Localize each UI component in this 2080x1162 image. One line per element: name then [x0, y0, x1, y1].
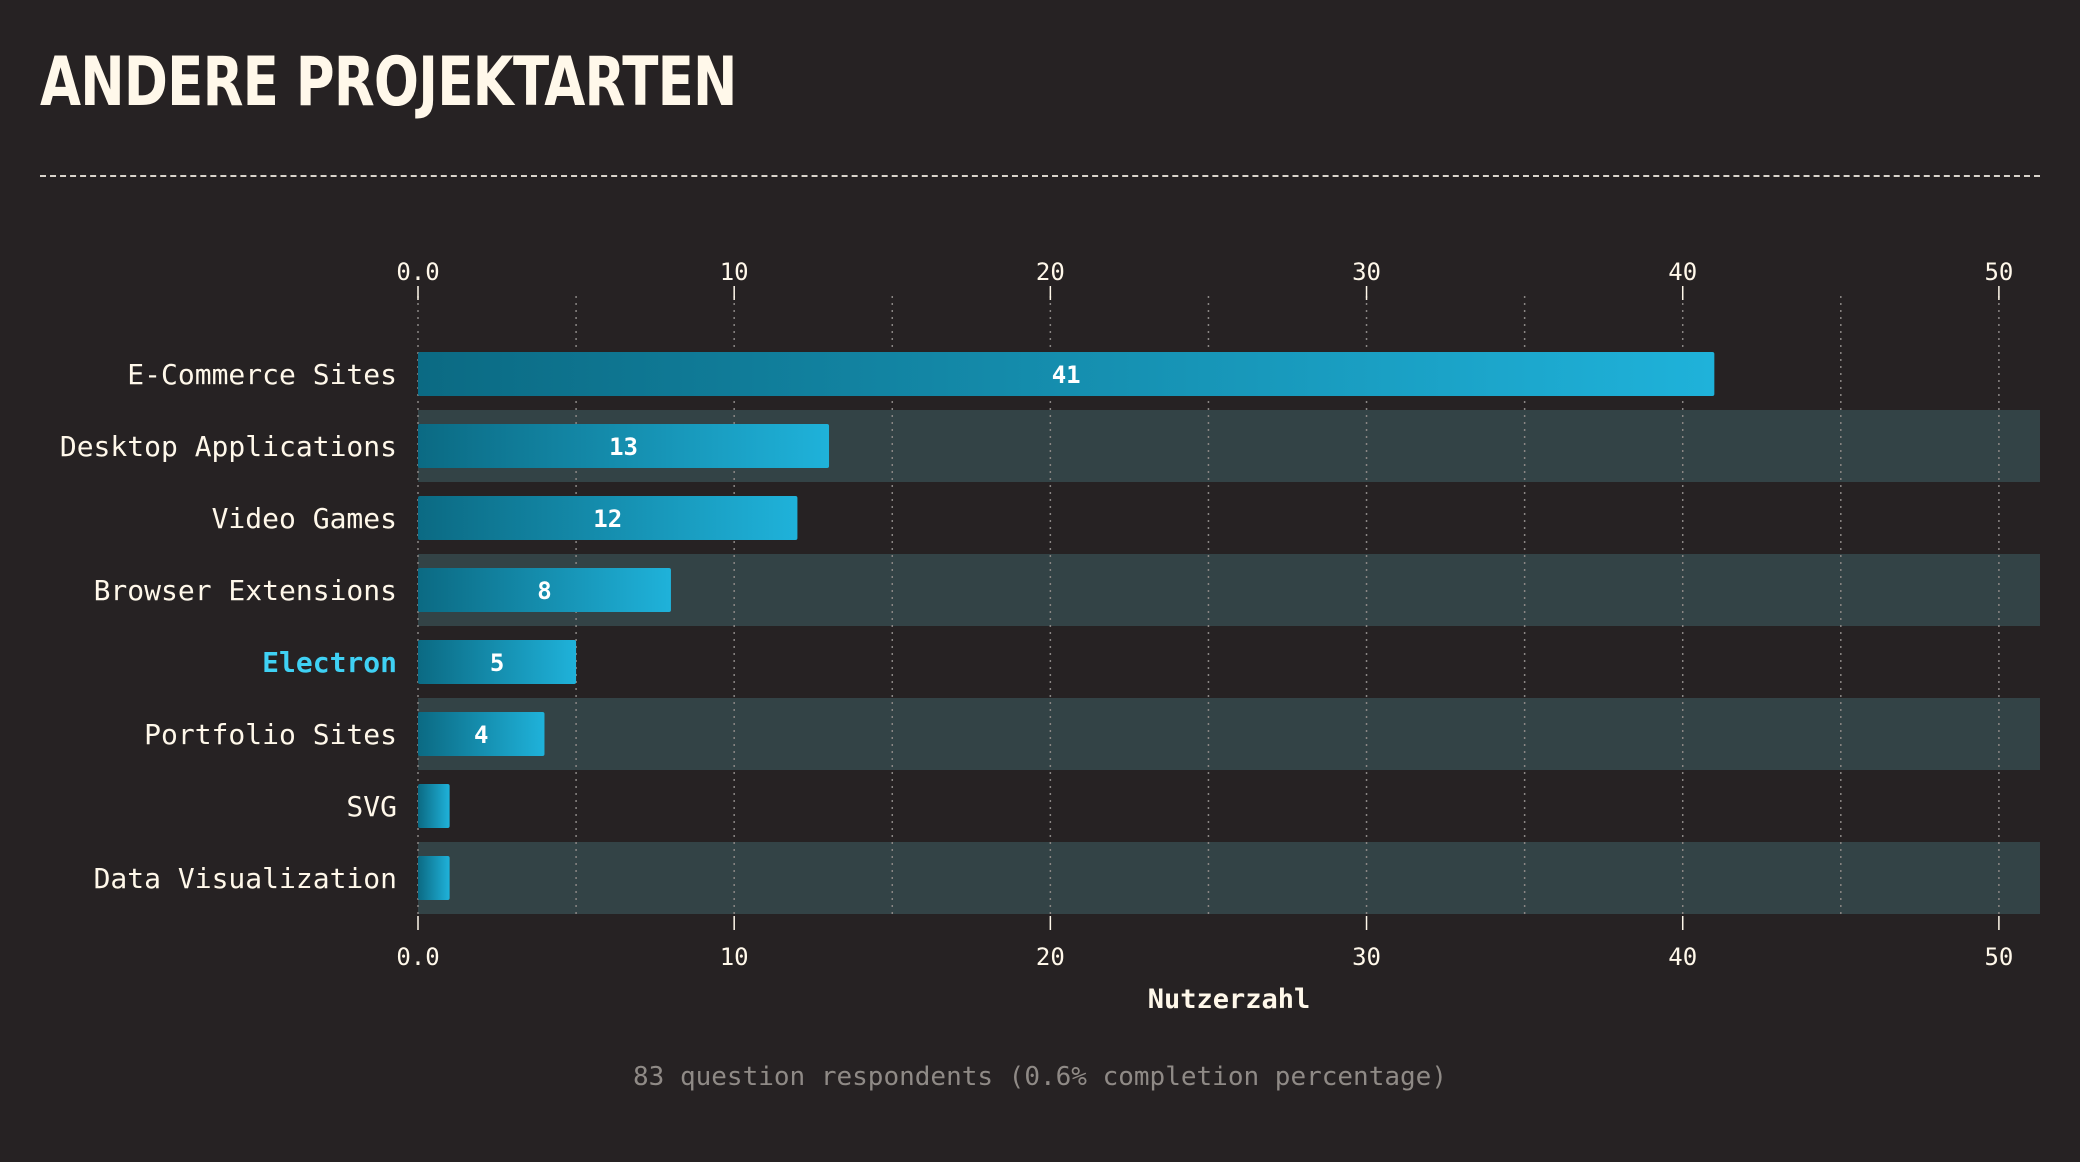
x-tick-label: 20 — [1036, 258, 1065, 286]
bar-e-commerce-sites — [418, 352, 1715, 396]
x-tick-label: 30 — [1352, 943, 1381, 971]
x-tick-label: 0.0 — [396, 943, 439, 971]
category-label: Desktop Applications — [60, 430, 397, 463]
x-tick-label: 40 — [1668, 258, 1697, 286]
respondents-note: 83 question respondents (0.6% completion… — [633, 1062, 1447, 1092]
title-divider — [40, 175, 2040, 177]
bar-data-visualization — [418, 856, 450, 900]
x-tick-labels-bottom: 0.0 10 20 30 40 50 — [396, 916, 2013, 971]
bar-video-games — [418, 496, 798, 540]
value-label: 4 — [474, 721, 488, 749]
category-labels: E-Commerce Sites Desktop Applications Vide… — [60, 358, 397, 895]
category-label: Electron — [262, 646, 397, 679]
x-tick-label: 40 — [1668, 943, 1697, 971]
bars — [418, 352, 1715, 900]
bar-portfolio-sites — [418, 712, 545, 756]
value-label: 8 — [537, 577, 551, 605]
category-label: Video Games — [212, 502, 397, 535]
x-tick-label: 20 — [1036, 943, 1065, 971]
row-stripe — [418, 842, 2040, 914]
category-label: Portfolio Sites — [144, 718, 397, 751]
grid-lines — [417, 296, 2000, 918]
page-title: ANDERE PROJEKTARTEN — [40, 43, 737, 122]
value-label: 12 — [593, 505, 622, 533]
x-tick-label: 50 — [1984, 258, 2013, 286]
value-labels: 41 13 12 8 5 4 — [474, 361, 1081, 749]
x-tick-label: 10 — [720, 943, 749, 971]
row-stripes — [418, 410, 2040, 914]
x-tick-label: 50 — [1984, 943, 2013, 971]
category-label: Data Visualization — [94, 862, 397, 895]
x-axis-label: Nutzerzahl — [1148, 984, 1311, 1015]
category-label: E-Commerce Sites — [127, 358, 397, 391]
x-tick-labels-top: 0.0 10 20 30 40 50 — [396, 258, 2013, 300]
value-label: 41 — [1052, 361, 1081, 389]
value-label: 5 — [490, 649, 504, 677]
x-tick-label: 10 — [720, 258, 749, 286]
category-label: Browser Extensions — [94, 574, 397, 607]
bar-chart: 41 13 12 8 5 4 E-Commerce Sites Desktop Applic… — [60, 258, 2040, 1015]
row-stripe — [418, 698, 2040, 770]
row-stripe — [418, 554, 2040, 626]
category-label: SVG — [346, 790, 397, 823]
value-label: 13 — [609, 433, 638, 461]
x-tick-label: 30 — [1352, 258, 1381, 286]
bar-electron — [418, 640, 577, 684]
x-tick-label: 0.0 — [396, 258, 439, 286]
bar-browser-extensions — [418, 568, 671, 612]
bar-desktop-applications — [418, 424, 830, 468]
bar-svg — [418, 784, 450, 828]
